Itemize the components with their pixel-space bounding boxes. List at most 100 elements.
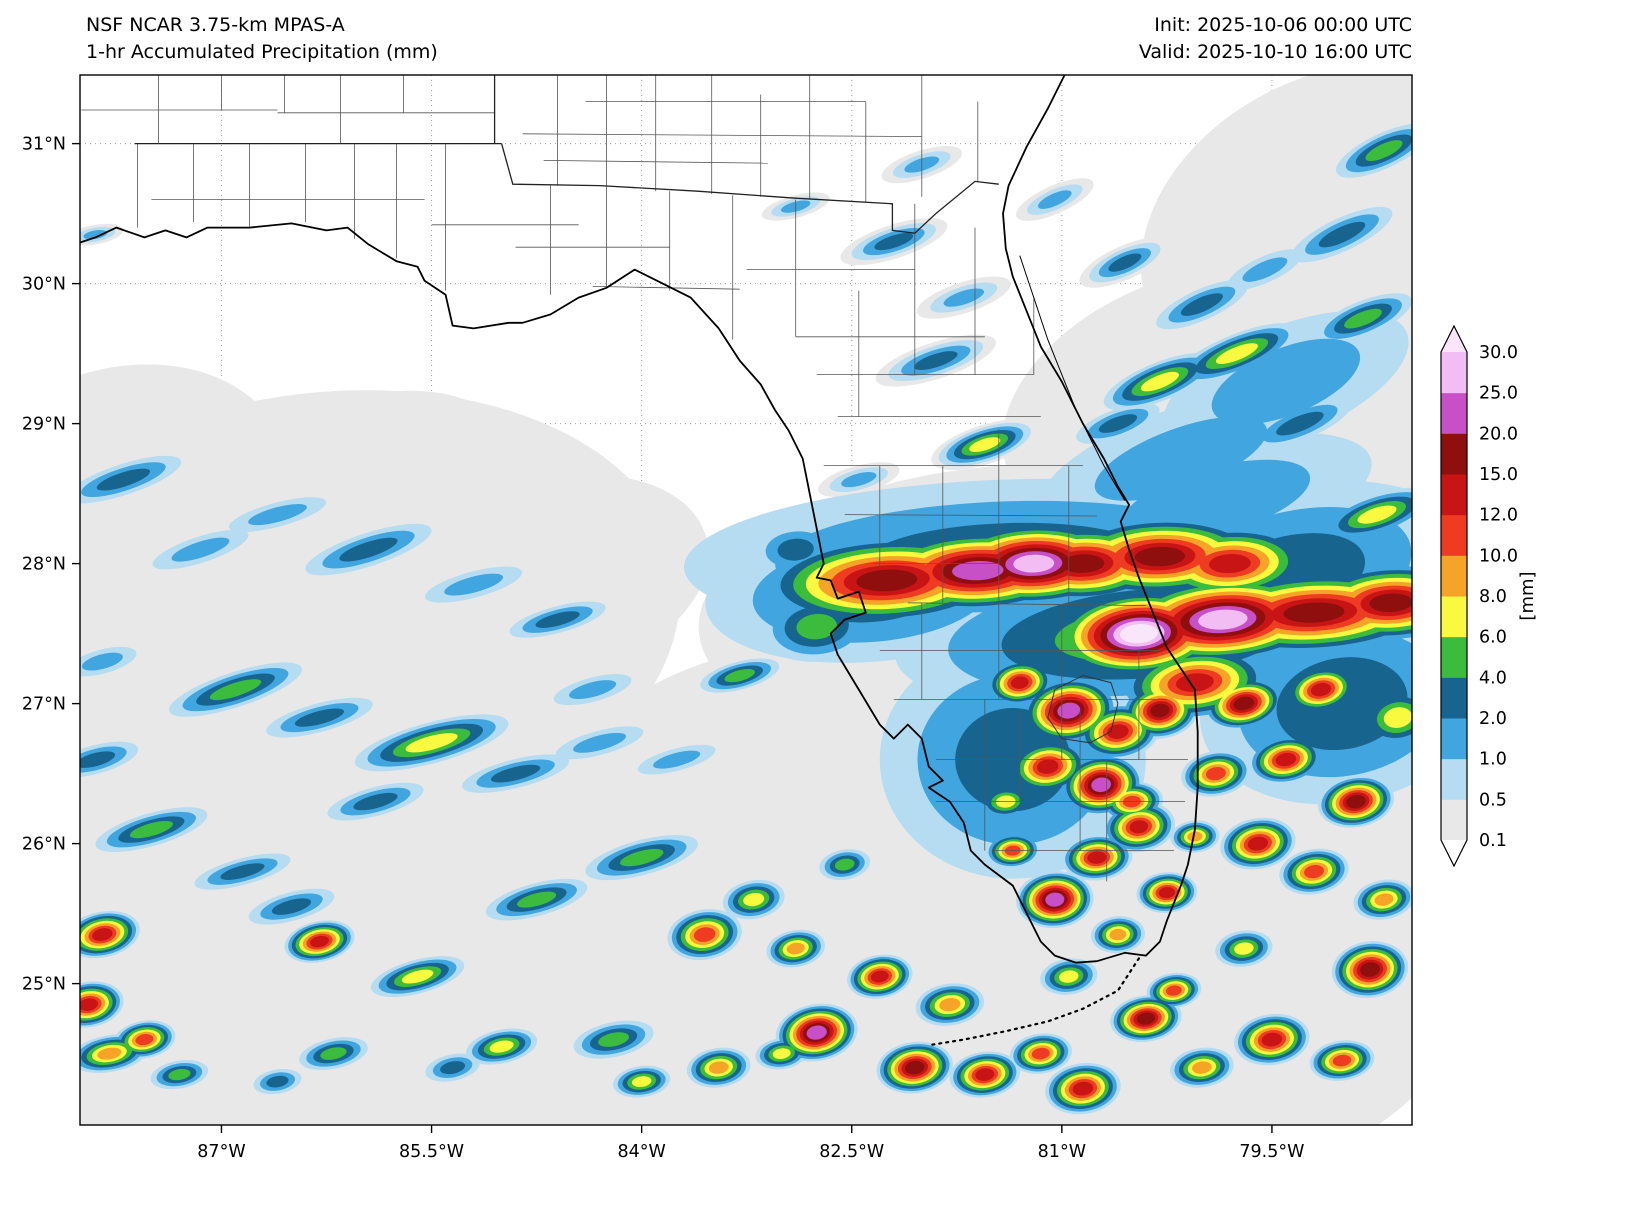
precip-cell [339,537,398,562]
precip-cell [1072,1081,1094,1096]
precip-cell [1175,673,1214,692]
county-line [543,160,768,164]
run-time-block: Init: 2025-10-06 00:00 UTC Valid: 2025-1… [1139,12,1412,65]
precip-cell [1013,554,1055,573]
precip-cell [1140,371,1179,392]
precip-cell [1346,794,1366,809]
precip-cell [1242,257,1288,282]
colorbar-over-arrow [1441,326,1467,352]
chart-title-block: NSF NCAR 3.75-km MPAS-A 1-hr Accumulated… [86,12,438,65]
precip-cell [841,472,877,488]
precip-cell [1310,682,1332,697]
precip-cell [1166,985,1182,996]
precip-cell [294,708,345,727]
county-line [907,602,1146,606]
precip-cell [1365,140,1403,162]
colorbar-band [1441,758,1467,800]
precip-cell [870,970,889,983]
precip-cell [1357,505,1397,524]
colorbar-tick-label: 20.0 [1479,424,1518,444]
precip-cell [1276,411,1324,436]
precip-cell [440,1061,466,1075]
colorbar-tick-label: 0.1 [1479,831,1507,851]
precip-cell [444,573,503,596]
precip-cell [1109,928,1127,941]
precip-cell [248,504,307,526]
lat-tick-label: 28°N [22,555,66,575]
precip-cell [939,997,961,1012]
precip-cell [1187,831,1203,842]
precip-cell [1061,554,1105,573]
colorbar-band [1441,474,1467,516]
precip-cell [266,1075,289,1088]
precip-cell [1374,893,1394,906]
precip-cell [1369,593,1412,613]
colorbar-band [1441,352,1467,394]
lat-tick-label: 27°N [22,695,66,715]
colorbar-tick-label: 2.0 [1479,709,1507,729]
precip-cell [786,942,805,955]
precip-cell [1233,696,1255,711]
precip-cell [1192,1061,1212,1074]
precip-cell [1037,759,1059,774]
colorbar-band [1441,636,1467,678]
precip-cell [904,1060,925,1075]
precip-cell [1180,293,1223,316]
precip-cell [1209,554,1251,574]
precip-cell [1332,1054,1352,1067]
precip-cell [743,892,765,907]
precip-cell [1205,766,1226,781]
precip-cell [969,437,1001,452]
colorbar-under-arrow [1441,840,1467,866]
precip-cell [310,935,329,948]
lake-okeechobee-outline [1047,675,1119,744]
colorbar-band [1441,514,1467,556]
lat-tick-label: 26°N [22,835,66,855]
lat-tick-label: 25°N [22,975,66,995]
precip-cell [1383,707,1412,728]
colorbar-tick-label: 8.0 [1479,587,1507,607]
county-line [592,286,740,290]
precip-cell [1107,724,1129,739]
precip-cell [772,1048,791,1059]
precip-cell [1215,343,1258,364]
precip-cell [517,891,557,908]
model-name: NSF NCAR 3.75-km MPAS-A [86,14,345,36]
precip-cell [777,538,814,561]
precip-cell [952,560,1004,581]
precip-cell [856,569,918,592]
coastline [80,75,1199,964]
precip-cell [405,733,458,753]
init-time: Init: 2025-10-06 00:00 UTC [1154,14,1412,36]
precip-cell [1059,970,1079,983]
precip-cell [834,858,855,871]
precip-cell [796,613,837,640]
precip-cell [209,679,262,701]
precip-cell [1134,546,1185,567]
precip-cell [129,820,174,839]
precip-cell [1037,190,1072,209]
precip-cell [171,537,230,562]
precip-cell [135,1034,154,1046]
precip-cell [1119,624,1158,644]
colorbar-tick-label: 1.0 [1479,750,1507,770]
precip-cell [874,233,914,251]
precip-cell [320,1047,347,1060]
colorbar-tick-label: 0.5 [1479,790,1507,810]
precip-cell [914,351,958,371]
precip-cell [693,927,716,942]
colorbar-tick-labels: 30.0 25.0 20.0 15.0 12.0 10.0 8.0 6.0 4.0 2.0 1.0 0… [1479,343,1518,851]
precip-cell [271,898,312,915]
precip-cell [1136,1012,1156,1025]
precip-cell [96,468,151,491]
colorbar: 30.0 25.0 20.0 15.0 12.0 10.0 8.0 6.0 4.0 2.0 1.0 0… [1440,324,1538,868]
lon-tick-label: 82.5°W [819,1142,884,1162]
precip-cell [1247,836,1269,851]
precip-cell [1150,703,1170,718]
precip-cell [1031,1047,1050,1060]
colorbar-band [1441,555,1467,597]
colorbar-tick-label: 15.0 [1479,465,1518,485]
